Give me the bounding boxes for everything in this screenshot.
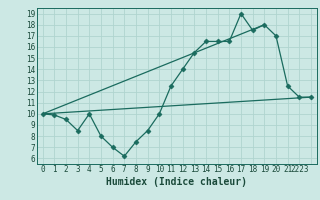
X-axis label: Humidex (Indice chaleur): Humidex (Indice chaleur) <box>106 177 247 187</box>
